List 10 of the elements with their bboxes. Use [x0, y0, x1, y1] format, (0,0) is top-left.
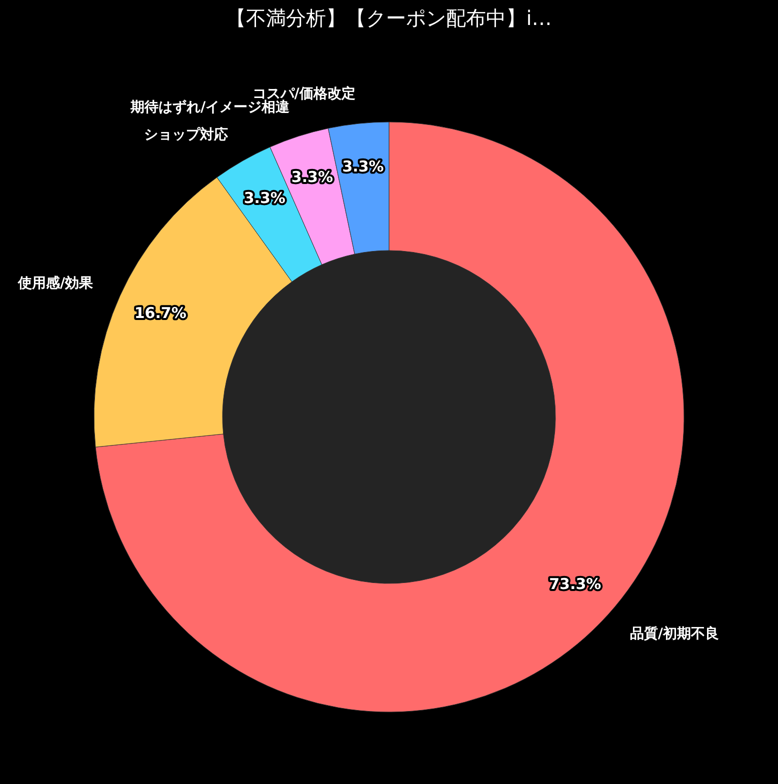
data-label: 16.7%: [134, 304, 186, 322]
data-label: 3.3%: [244, 189, 286, 208]
slice-label: 品質/初期不良: [630, 625, 719, 642]
data-label: 73.3%: [549, 574, 602, 593]
slice-label: 使用感/効果: [16, 275, 94, 292]
slice-label: ショップ対応: [144, 126, 228, 143]
chart-title: 【不満分析】【クーポン配布中】i…: [226, 6, 552, 30]
slice-label: 期待はずれ/イメージ相違: [129, 100, 291, 116]
data-label: 3.3%: [342, 157, 384, 176]
data-label: 3.3%: [291, 168, 333, 186]
